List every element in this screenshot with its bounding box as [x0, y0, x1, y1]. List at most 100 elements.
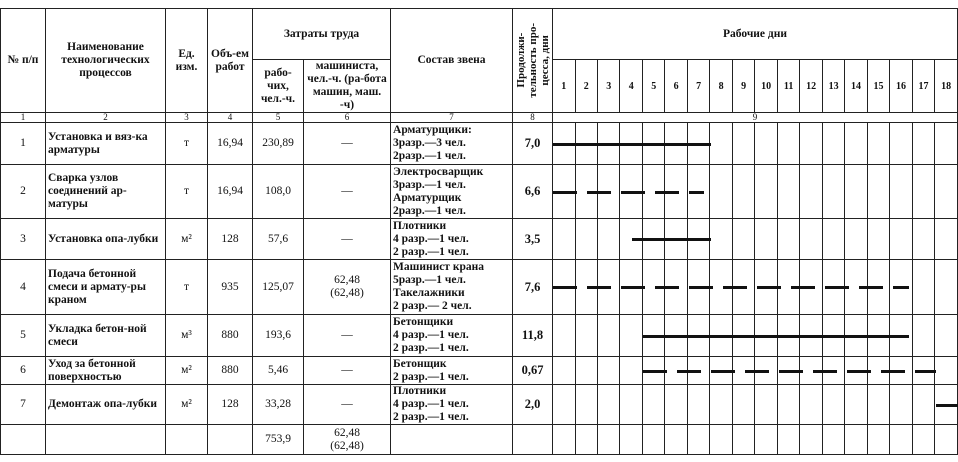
empty-cell — [165, 424, 208, 455]
unit: м² — [165, 218, 208, 260]
day-cell — [596, 314, 621, 357]
header-workdays: Рабочие дни — [552, 8, 958, 60]
day-header: 17 — [911, 59, 936, 113]
day-cell — [552, 424, 576, 455]
day-cell — [574, 384, 598, 425]
day-cell — [799, 122, 823, 165]
day-cell — [911, 314, 936, 357]
day-header: 13 — [821, 59, 846, 113]
day-cell — [552, 259, 910, 315]
day-cell — [911, 424, 936, 455]
day-cell — [934, 259, 958, 315]
row-number: 7 — [0, 384, 46, 425]
day-cell — [619, 314, 643, 357]
day-cell — [911, 164, 936, 219]
process-name: Сварка узлов соединений ар-матуры — [45, 164, 166, 219]
duration: 3,5 — [512, 218, 554, 260]
volume: 935 — [207, 259, 253, 315]
day-cell — [799, 424, 823, 455]
totals-row: 753,9 62,48 (62,48) — [0, 424, 958, 455]
day-cell — [911, 122, 936, 165]
volume: 880 — [207, 356, 253, 385]
table-row: 3 Установка опа-лубки м² 128 57,6— Плотники 4… — [0, 218, 958, 260]
day-header: 18 — [934, 59, 958, 113]
labor-workers: 108,0 — [252, 164, 304, 219]
day-header: 8 — [709, 59, 733, 113]
column-number: 7 — [390, 112, 514, 123]
day-cell — [866, 164, 891, 219]
day-cell — [866, 218, 891, 260]
process-name: Подача бетонной смеси и армату-ры краном — [45, 259, 166, 315]
day-cell — [641, 424, 666, 455]
day-cell — [552, 384, 958, 425]
day-cell — [619, 424, 643, 455]
day-cell — [821, 122, 846, 165]
day-cell — [911, 259, 936, 315]
header-labor: Затраты труда — [251, 8, 392, 60]
day-cell — [889, 424, 913, 455]
day-cell — [776, 218, 801, 260]
day-cell — [799, 218, 823, 260]
crew-composition: Бетонщики 4 разр.—1 чел. 2 разр.—1 чел. — [390, 314, 514, 357]
empty-cell — [512, 424, 554, 455]
day-cell — [889, 218, 913, 260]
labor-workers: 193,6 — [252, 314, 304, 357]
labor-workers: 33,28 — [252, 384, 304, 425]
empty-cell — [0, 424, 46, 455]
day-header: 7 — [686, 59, 711, 113]
unit: м² — [165, 356, 208, 385]
day-cell — [889, 122, 913, 165]
day-cell — [934, 356, 958, 385]
table-row: 2 Сварка узлов соединений ар-матуры т 16,94… — [0, 164, 958, 219]
day-header: 1 — [552, 59, 576, 113]
day-cell — [574, 356, 598, 385]
day-cell — [686, 424, 711, 455]
crew-composition: Электросварщик 3разр.—1 чел. Арматурщик … — [390, 164, 514, 219]
day-cell — [821, 164, 846, 219]
unit: т — [165, 122, 208, 165]
table-row: 1 Установка и вяз-ка арматуры т 16,94 230,89… — [0, 122, 958, 165]
table-row: 5 Укладка бетон-ной смеси м³ 880 193,6— Бетон… — [0, 314, 958, 357]
day-cell — [776, 164, 801, 219]
day-cell — [552, 356, 937, 385]
day-cell — [911, 218, 936, 260]
gantt-bar — [643, 334, 910, 338]
day-cell — [844, 384, 868, 425]
row-number: 1 — [0, 122, 46, 165]
day-header: 11 — [776, 59, 801, 113]
day-header: 10 — [754, 59, 778, 113]
crew-composition: Плотники 4 разр.—1 чел. 2 разр.—1 чел. — [390, 384, 514, 425]
process-name: Установка опа-лубки — [45, 218, 166, 260]
day-cell — [552, 218, 711, 260]
process-name: Демонтаж опа-лубки — [45, 384, 166, 425]
header-duration: Продолжи- тельность про- цесса, дни — [514, 23, 551, 98]
volume: 880 — [207, 314, 253, 357]
volume: 128 — [207, 218, 253, 260]
gantt-bar — [631, 238, 711, 241]
day-cell — [574, 314, 598, 357]
day-cell — [619, 384, 643, 425]
day-cell — [709, 122, 733, 165]
day-cell — [754, 424, 778, 455]
labor-machinist: — — [302, 356, 392, 385]
volume: 16,94 — [207, 164, 253, 219]
day-cell — [754, 122, 778, 165]
day-cell — [934, 218, 958, 260]
labor-machinist: — — [302, 164, 392, 219]
total-machinist: 62,48 (62,48) — [302, 424, 392, 455]
duration: 2,0 — [512, 384, 554, 425]
column-number: 5 — [252, 112, 304, 123]
day-cell — [776, 122, 801, 165]
day-cell — [754, 384, 778, 425]
day-cell — [552, 164, 705, 219]
crew-composition: Машинист крана 5разр.—1 чел. Такелажники… — [390, 259, 514, 315]
day-cell — [664, 384, 688, 425]
day-cell — [889, 164, 913, 219]
row-number: 5 — [0, 314, 46, 357]
day-cell — [686, 384, 711, 425]
row-number: 6 — [0, 356, 46, 385]
day-header: 16 — [889, 59, 913, 113]
duration: 7,6 — [512, 259, 554, 315]
empty-cell — [390, 424, 514, 455]
labor-machinist: — — [302, 384, 392, 425]
